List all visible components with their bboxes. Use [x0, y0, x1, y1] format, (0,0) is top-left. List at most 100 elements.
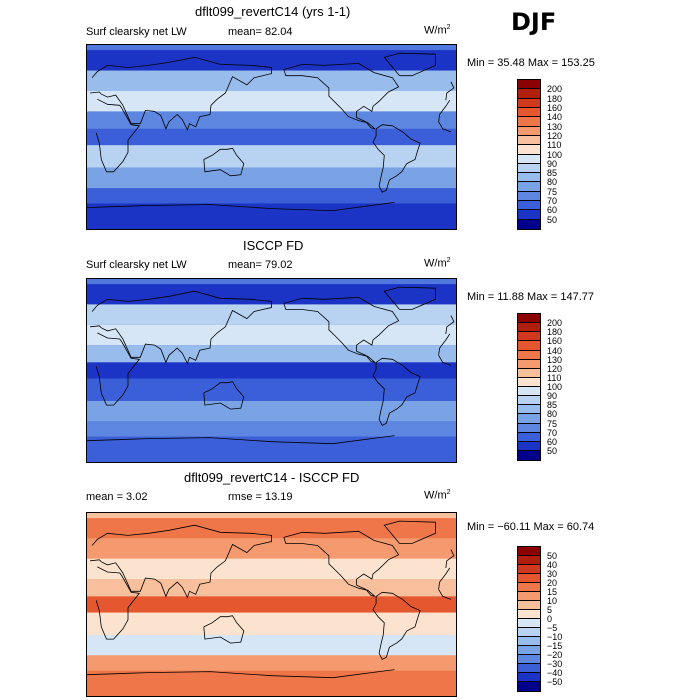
- panel-1-mean-label: mean= 82.04: [228, 26, 293, 38]
- colorbar-swatch: [518, 574, 540, 583]
- field-zonal-band: [87, 167, 456, 189]
- colorbar-swatch: [518, 191, 540, 202]
- colorbar-tick-label: 60: [547, 205, 558, 216]
- colorbar-swatch: [518, 182, 540, 192]
- panel-2-title: ISCCP FD: [243, 238, 304, 253]
- colorbar-swatch: [518, 601, 540, 610]
- coastline: [445, 549, 455, 568]
- field-zonal-band: [87, 128, 456, 146]
- field-zonal-band: [87, 324, 456, 346]
- field-zonal-band: [87, 401, 456, 422]
- colorbar-swatch: [518, 610, 540, 619]
- colorbar-swatch: [518, 350, 540, 360]
- panel-1-minmax: Min = 35.48 Max = 153.25: [467, 57, 595, 69]
- colorbar-tick-label: 160: [547, 102, 563, 113]
- coastline: [372, 124, 421, 193]
- colorbar-swatch: [518, 332, 540, 342]
- coastline: [372, 357, 421, 426]
- colorbar-tick-label: 5: [547, 605, 553, 615]
- colorbar-swatch: [518, 359, 540, 369]
- colorbar-tick-label: 110: [547, 140, 562, 151]
- colorbar-swatch: [518, 210, 540, 220]
- coastline: [445, 81, 455, 101]
- colorbar-tick-label: 130: [547, 354, 563, 365]
- colorbar-swatch: [518, 619, 540, 628]
- coastline: [283, 530, 400, 597]
- panel-3-field: [87, 513, 456, 696]
- colorbar-tick-label: 180: [547, 327, 563, 338]
- coastline: [438, 355, 452, 366]
- colorbar-swatch: [518, 682, 540, 691]
- colorbar-swatch: [518, 405, 540, 415]
- colorbar-swatch: [518, 323, 540, 333]
- field-zonal-band: [87, 635, 456, 656]
- colorbar-swatch: [518, 664, 540, 673]
- coastline: [283, 62, 400, 130]
- colorbar-swatch: [518, 314, 540, 324]
- colorbar-tick-label: 50: [547, 214, 558, 225]
- panel-1-variable-label: Surf clearsky net LW: [86, 26, 187, 38]
- panel-1-field: [87, 45, 456, 229]
- colorbar-swatch: [518, 341, 540, 351]
- colorbar-tick-label: 100: [547, 149, 563, 160]
- panel-2-field: [87, 279, 456, 462]
- panel-3-mean-label: mean = 3.02: [86, 491, 148, 503]
- colorbar-tick-label: 15: [547, 587, 558, 597]
- colorbar-tick-label: 200: [547, 84, 563, 95]
- colorbar-tick-label: −5: [547, 623, 558, 633]
- colorbar-swatch: [518, 396, 540, 406]
- colorbar-tick-label: 75: [547, 186, 558, 197]
- colorbar-tick-label: 75: [547, 418, 558, 429]
- colorbar-swatch: [518, 547, 540, 556]
- panel-2-map: [86, 278, 457, 463]
- colorbar-swatch: [518, 117, 540, 127]
- colorbar-tick-label: 180: [547, 93, 563, 104]
- panel-2-minmax: Min = 11.88 Max = 147.77: [467, 291, 594, 303]
- colorbar-swatch: [518, 219, 540, 229]
- colorbar-tick-label: 70: [547, 427, 558, 438]
- colorbar-tick-label: 70: [547, 196, 558, 207]
- field-zonal-band: [87, 362, 456, 379]
- colorbar-tick-label: 100: [547, 382, 563, 392]
- coastline: [372, 591, 421, 660]
- field-zonal-band: [87, 421, 456, 437]
- field-zonal-band: [87, 436, 456, 462]
- colorbar-swatch: [518, 414, 540, 424]
- coastline: [383, 52, 436, 77]
- field-zonal-band: [87, 111, 456, 129]
- colorbar-swatch: [518, 637, 540, 646]
- colorbar-tick-label: 200: [547, 318, 563, 329]
- colorbar-tick-label: 10: [547, 596, 558, 606]
- coastline: [383, 520, 436, 544]
- coastline: [203, 381, 245, 410]
- panel-1-colorbar: [517, 79, 541, 230]
- colorbar-swatch: [518, 163, 540, 174]
- colorbar-tick-label: 50: [547, 445, 558, 456]
- field-zonal-band: [87, 518, 456, 539]
- panel-1-title: dflt099_revertC14 (yrs 1-1): [195, 4, 351, 19]
- panel-3-map: [86, 512, 457, 697]
- colorbar-tick-label: 110: [547, 372, 562, 383]
- colorbar-tick-label: −50: [547, 677, 563, 687]
- panel-2-mean-label: mean= 79.02: [228, 259, 293, 271]
- panel-3-title: dflt099_revertC14 - ISCCP FD: [184, 470, 360, 485]
- colorbar-tick-label: −30: [547, 659, 563, 669]
- field-zonal-band: [87, 50, 456, 71]
- coastline: [438, 333, 451, 356]
- panel-3-minmax: Min = −60.11 Max = 60.74: [467, 521, 595, 533]
- coastline: [438, 99, 451, 122]
- colorbar-swatch: [518, 673, 540, 682]
- field-zonal-band: [87, 345, 456, 363]
- season-label: DJF: [511, 8, 557, 36]
- colorbar-tick-label: 85: [547, 168, 558, 179]
- colorbar-swatch: [518, 201, 540, 211]
- colorbar-tick-label: 85: [547, 400, 558, 411]
- coastline: [383, 286, 436, 310]
- colorbar-tick-label: 90: [547, 158, 558, 169]
- colorbar-swatch: [518, 368, 540, 378]
- field-zonal-band: [87, 203, 456, 229]
- field-zonal-band: [87, 91, 456, 112]
- colorbar-tick-label: 160: [547, 336, 563, 347]
- coastline: [95, 98, 141, 173]
- coastline: [271, 435, 395, 445]
